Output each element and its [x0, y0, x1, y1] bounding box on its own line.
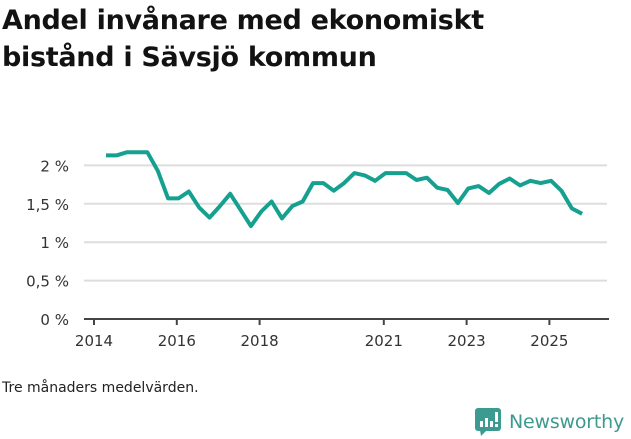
footnote: Tre månaders medelvärden.: [2, 380, 199, 396]
chart-title-line-1: Andel invånare med ekonomiskt: [2, 5, 484, 36]
y-tick-label: 0 %: [40, 311, 69, 329]
chart-title: Andel invånare med ekonomiskt bistånd i …: [2, 2, 622, 76]
x-tick-label: 2025: [530, 332, 568, 350]
y-tick-label: 0,5 %: [26, 273, 69, 291]
gridlines: [84, 164, 607, 282]
y-tick-label: 1,5 %: [26, 196, 69, 214]
x-tick-label: 2023: [448, 332, 486, 350]
x-tick-label: 2021: [365, 332, 403, 350]
chart-title-line-2: bistånd i Sävsjö kommun: [2, 42, 377, 73]
newsworthy-logo-icon: [475, 408, 501, 436]
x-tick-label: 2016: [158, 332, 196, 350]
x-tick-label: 2018: [241, 332, 279, 350]
y-tick-label: 2 %: [40, 157, 69, 175]
x-tick-label: 2014: [75, 332, 113, 350]
y-tick-label: 1 %: [40, 234, 69, 252]
x-axis-ticks: 2014 2016 2018 2021 2023 2025: [75, 319, 568, 350]
y-axis-labels: 0 % 0,5 % 1 % 1,5 % 2 %: [26, 157, 69, 329]
newsworthy-logo[interactable]: Newsworthy: [475, 408, 624, 436]
brand-name: Newsworthy: [509, 411, 625, 433]
data-line: [106, 150, 584, 229]
